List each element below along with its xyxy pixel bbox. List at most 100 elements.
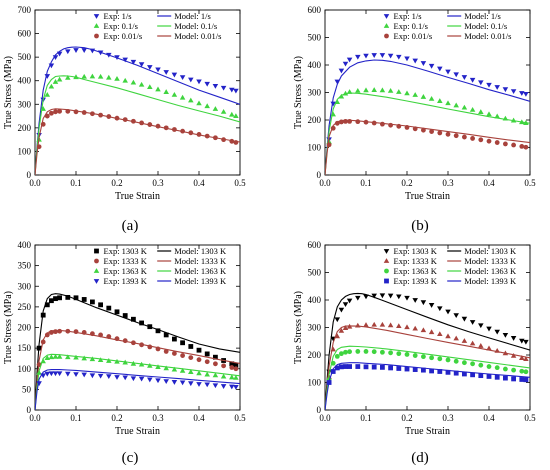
exp-point [437,66,443,72]
exp-point [421,127,426,133]
plot-frame [34,9,241,176]
exp-point [171,72,178,78]
exp-point [155,67,161,73]
exp-point [188,355,194,361]
legend-marker [94,258,99,264]
exp-point [122,375,128,381]
plot-area [35,46,240,175]
exp-point [412,58,418,64]
exp-point [461,75,468,80]
exp-point [412,325,418,331]
x-tick-label: 0.3 [442,178,454,188]
exp-point [453,102,459,108]
panel-label: (c) [122,450,139,466]
x-tick-label: 0.0 [29,413,41,423]
y-axis-label: True Stress (MPa) [3,291,14,364]
exp-point [97,373,104,379]
exp-point [346,57,353,63]
y-tick-label: 300 [18,281,32,291]
exp-point [379,321,386,327]
exp-point [510,352,517,358]
exp-point [355,295,361,301]
legend-marker [94,33,99,39]
exp-point [462,360,467,366]
exp-point [53,329,58,335]
exp-point [371,53,377,58]
series-4 [35,75,240,175]
exp-point [486,364,492,369]
exp-point [204,359,210,365]
exp-point [147,84,153,89]
exp-point [371,321,377,327]
exp-point [503,375,508,381]
exp-point [122,77,128,83]
plot-area [325,53,530,175]
exp-point [73,295,79,301]
exp-point [519,368,525,374]
y-tick-label: 600 [308,240,322,250]
exp-point [204,81,210,87]
exp-point [97,357,104,363]
series-4 [325,92,530,175]
exp-point [89,373,96,379]
exp-point [387,53,394,59]
legend-label: Model: 1363 K [174,266,227,276]
y-tick-label: 300 [18,99,32,109]
exp-point [188,369,194,374]
exp-point [65,294,71,300]
legend-label: Model: 1333 K [464,256,517,266]
x-tick-label: 0.0 [29,178,41,188]
exp-point [343,349,348,355]
exp-point [52,353,59,359]
panel-label: (a) [122,218,139,234]
exp-point [486,374,492,379]
exp-point [130,376,137,382]
series-5 [36,108,239,150]
exp-point [139,320,144,326]
legend-marker [384,278,389,284]
exp-point [204,103,210,109]
exp-point [511,367,516,373]
model-line [35,353,240,410]
exp-point [334,120,340,126]
exp-point [404,366,410,372]
series-3 [36,73,239,142]
exp-point [229,365,235,370]
exp-point [510,89,517,95]
exp-point [57,295,62,301]
model-line [35,75,240,175]
legend-label: Model: 1393 K [464,276,517,286]
exp-point [212,83,219,89]
series-7 [326,364,529,385]
x-axis-label: True Strain [405,426,450,437]
exp-point [404,56,410,62]
exp-point [355,87,361,93]
exp-point [65,354,71,360]
y-tick-label: 0 [27,405,32,415]
exp-point [229,361,235,367]
exp-point [343,364,348,369]
model-line [325,59,530,175]
legend-label: Model: 1303 K [464,246,517,256]
exp-point [89,73,96,79]
exp-point [188,77,194,83]
exp-point [511,142,516,148]
exp-point [396,294,402,300]
legend-marker [383,14,390,19]
exp-point [204,371,210,377]
y-tick-label: 100 [308,378,322,388]
legend-label: Exp: 1/s [394,11,422,21]
exp-point [371,364,377,370]
exp-point [412,367,418,372]
exp-point [338,68,345,74]
exp-point [523,144,529,150]
exp-point [462,371,467,377]
series-3 [326,87,529,144]
model-line [325,362,530,410]
x-tick-label: 0.5 [524,178,536,188]
exp-point [478,343,484,348]
